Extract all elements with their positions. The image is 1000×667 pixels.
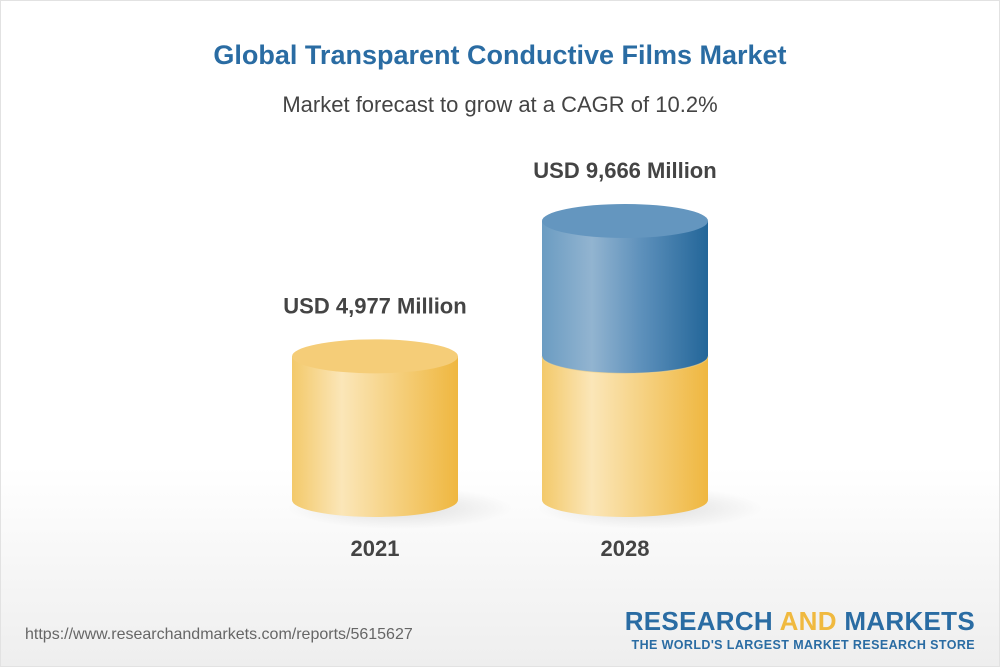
bar-2028-base-body	[542, 356, 708, 517]
bar-2028-growth-top	[542, 204, 708, 238]
bar-2021-body	[292, 356, 458, 517]
data-label: USD 9,666 Million	[533, 158, 716, 183]
logo-text-research: RESEARCH	[624, 606, 780, 636]
split-line	[541, 356, 709, 374]
logo-tagline: THE WORLD'S LARGEST MARKET RESEARCH STOR…	[631, 638, 975, 652]
logo-text-and: AND	[779, 606, 837, 636]
bar-2021-top	[292, 339, 458, 374]
research-and-markets-logo: RESEARCH AND MARKETS THE WORLD'S LARGEST…	[625, 606, 975, 652]
category-label: 2021	[351, 536, 400, 561]
chart-title: Global Transparent Conductive Films Mark…	[213, 40, 787, 70]
category-label: 2028	[601, 536, 650, 561]
logo-text-markets: MARKETS	[836, 606, 975, 636]
bar-2028-growth-body	[542, 221, 708, 374]
source-url[interactable]: https://www.researchandmarkets.com/repor…	[25, 626, 413, 643]
chart-subtitle: Market forecast to grow at a CAGR of 10.…	[282, 92, 718, 117]
data-label: USD 4,977 Million	[283, 293, 466, 318]
